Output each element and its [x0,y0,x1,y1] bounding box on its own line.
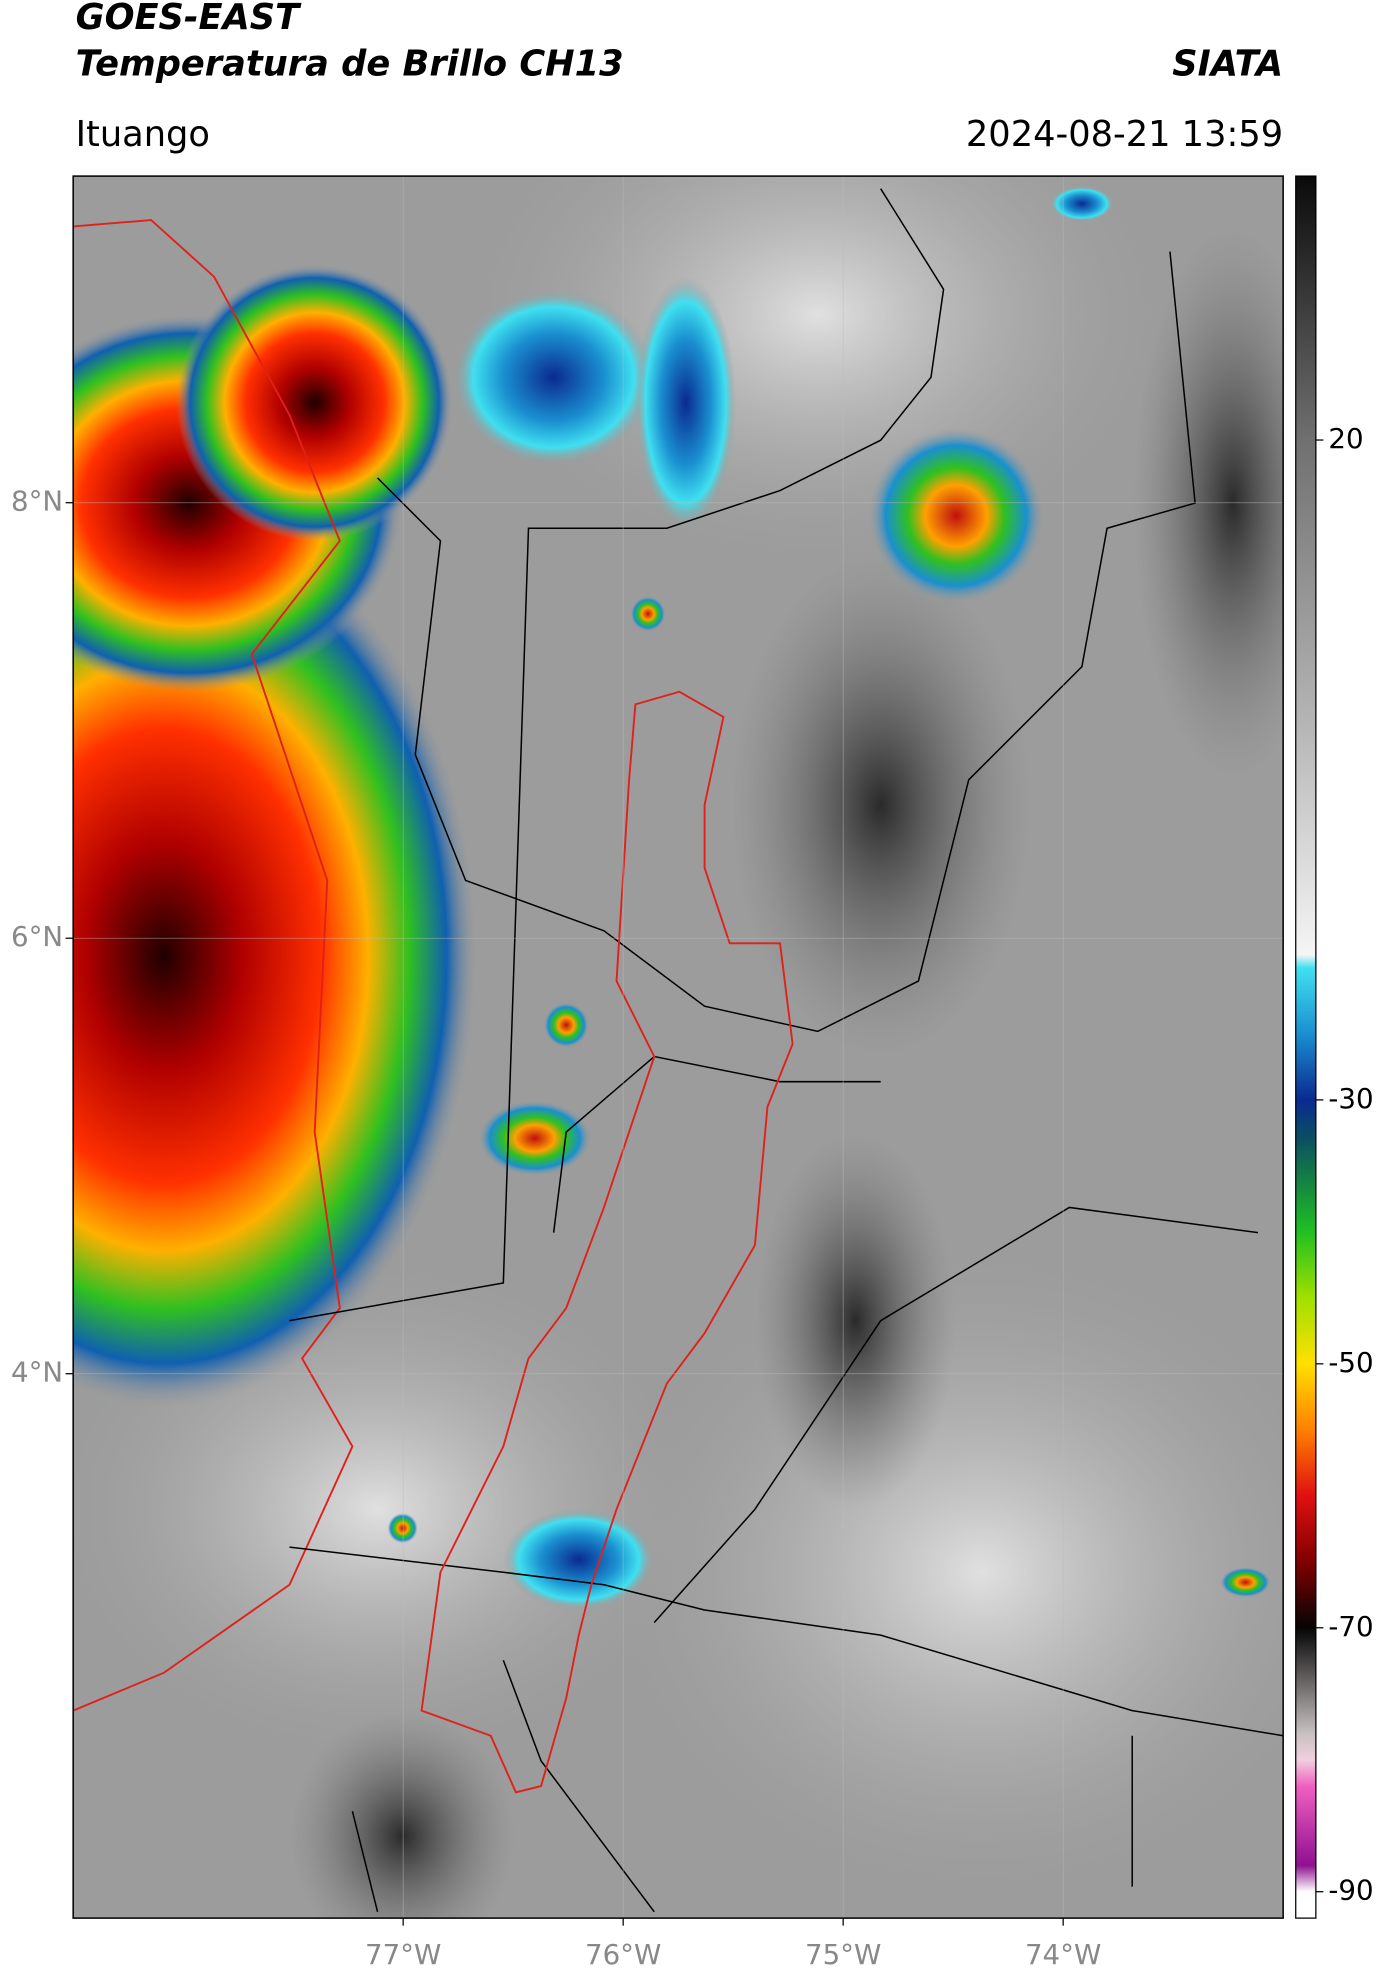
x-tick-label: 76°W [585,1938,661,1971]
colorbar-tick-label: 20 [1328,422,1363,455]
x-tick-label: 74°W [1025,1938,1101,1971]
colorbar-tick-label: -30 [1328,1082,1373,1115]
colorbar-tick-label: -70 [1328,1610,1373,1643]
colorbar-tick-label: -90 [1328,1874,1373,1907]
source: SIATA [1172,43,1283,84]
y-tick-label: 4°N [11,1356,63,1389]
colorbar [1295,175,1317,1919]
x-tick-label: 75°W [805,1938,881,1971]
map-frame [72,175,1284,1919]
graticule [73,176,1284,1919]
y-tick-label: 6°N [11,920,63,953]
region: Ituango [76,114,210,155]
title: GOES-EAST [76,0,302,38]
y-tick-label: 8°N [11,485,63,518]
timestamp: 2024-08-21 13:59 [966,114,1283,155]
satellite-image [73,176,1284,1919]
x-tick-label: 77°W [365,1938,441,1971]
colorbar-tick-label: -50 [1328,1346,1373,1379]
subtitle: Temperatura de Brillo CH13 [76,43,624,84]
